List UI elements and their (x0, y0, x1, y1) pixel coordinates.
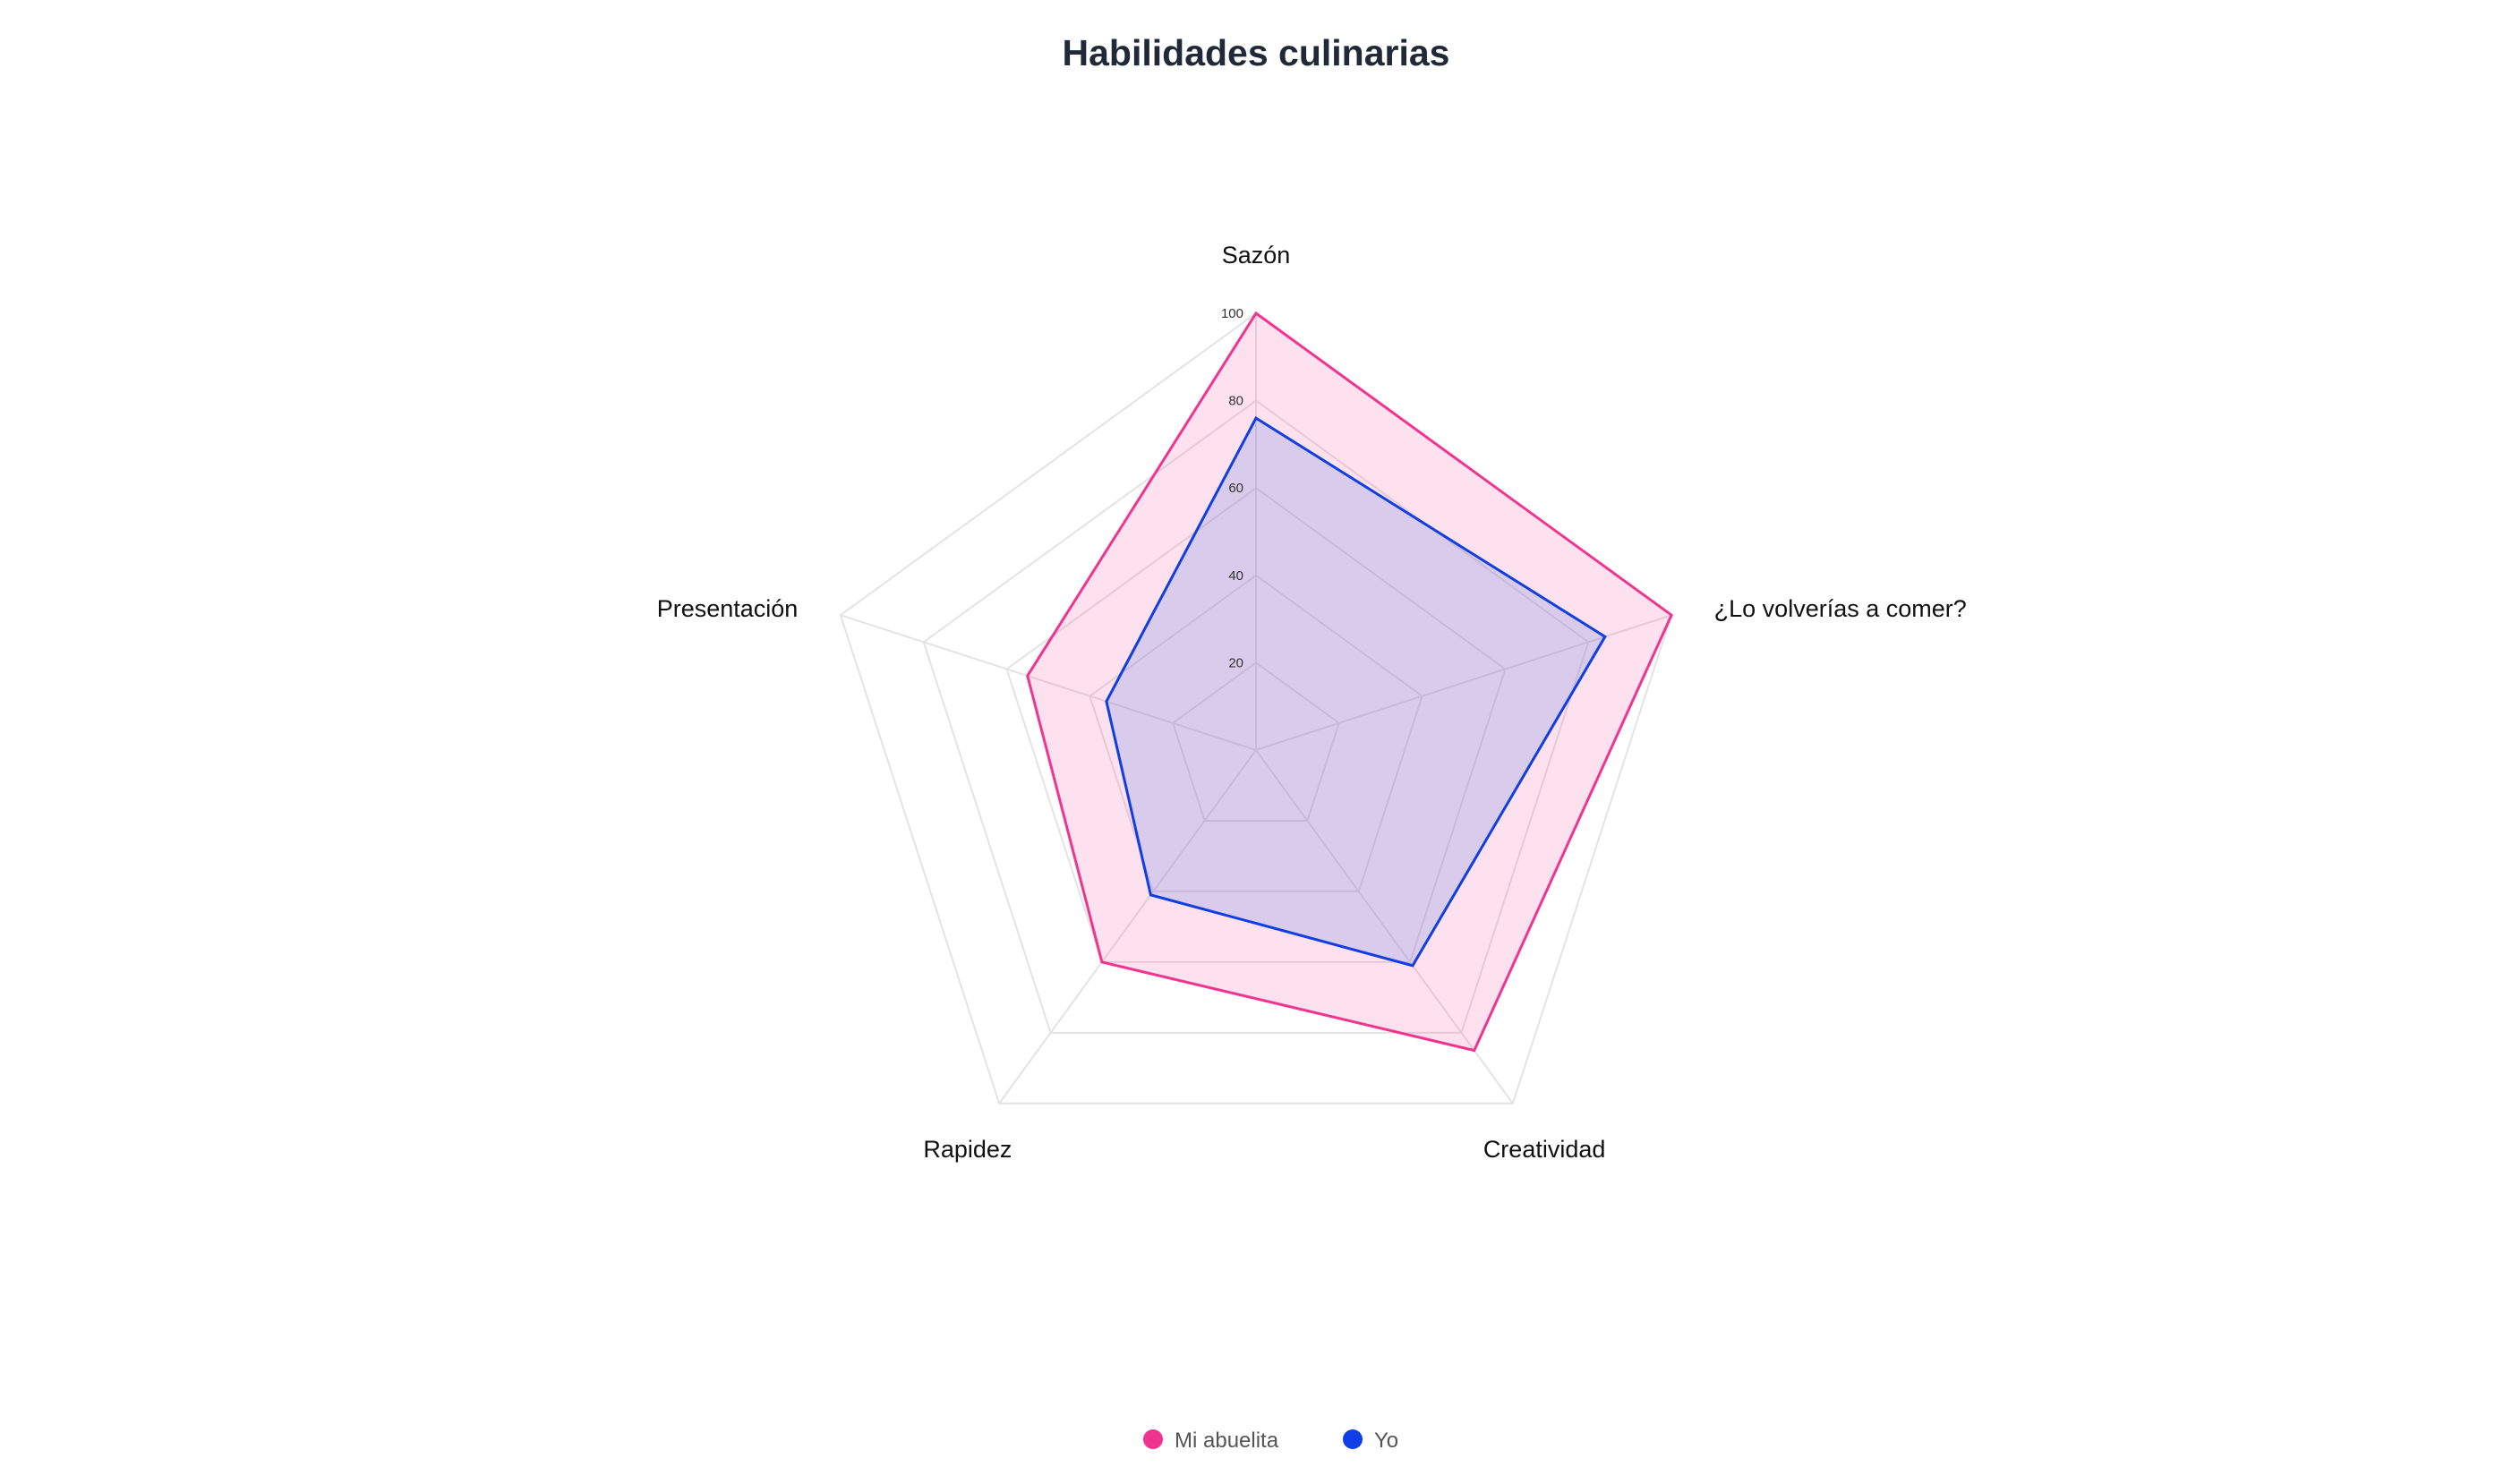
tick-label: 80 (1228, 394, 1243, 409)
grid-ring-60 (1005, 486, 1507, 963)
grid-ring-40 (1089, 574, 1423, 892)
legend-item-0[interactable]: Mi abuelita (1143, 1429, 1279, 1453)
legend-label: Yo (1374, 1429, 1398, 1453)
grid-ring-20 (1172, 661, 1340, 822)
spoke-3 (998, 749, 1257, 1104)
legend-label: Mi abuelita (1175, 1429, 1279, 1453)
axis-label: Sazón (1222, 242, 1291, 269)
legend-marker (1143, 1429, 1163, 1449)
axis-label: Presentación (657, 595, 799, 622)
tick-label: 100 (1221, 306, 1243, 321)
spoke-1 (1255, 614, 1672, 751)
legend-marker (1343, 1429, 1363, 1449)
chart-title: Habilidades culinarias (1063, 32, 1450, 73)
radial-ticks: 20 40 60 80 100 (1221, 306, 1243, 670)
legend[interactable]: Mi abuelita Yo (1143, 1429, 1398, 1453)
spoke-4 (840, 614, 1257, 751)
axis-label: ¿Lo volverías a comer? (1714, 595, 1967, 622)
grid-ring-80 (922, 399, 1590, 1034)
tick-label: 60 (1228, 481, 1243, 496)
series-area-1[interactable] (1105, 415, 1607, 968)
axis-label: Rapidez (923, 1136, 1012, 1163)
legend-item-1[interactable]: Yo (1343, 1429, 1398, 1453)
radar-series (1026, 311, 1673, 1053)
series-area-0[interactable] (1026, 311, 1673, 1053)
tick-label: 40 (1228, 568, 1243, 584)
tick-label: 20 (1228, 655, 1243, 670)
axis-labels: Sazón ¿Lo volverías a comer? Creatividad Ra… (657, 242, 1967, 1163)
axis-label: Creatividad (1483, 1136, 1606, 1163)
spoke-2 (1255, 749, 1514, 1104)
